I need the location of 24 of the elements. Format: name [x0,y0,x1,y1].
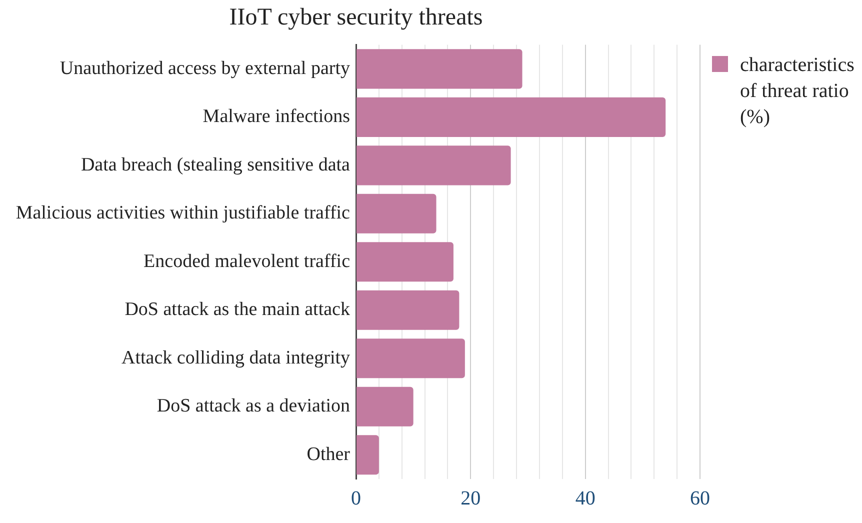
bar [356,49,522,89]
y-tick-label: Data breach (stealing sensitive data [80,154,351,176]
y-tick-label: DoS attack as the main attack [124,299,350,320]
x-tick-label: 0 [351,487,361,510]
bar [356,97,666,137]
bar [356,146,511,186]
y-tick-label: DoS attack as a deviation [156,396,350,417]
bar [356,338,465,378]
y-tick-label: Other [306,444,351,465]
bar [356,435,379,475]
y-tick-label: Attack colliding data integrity [122,347,350,368]
x-tick-label: 20 [460,487,481,510]
bar [356,290,460,330]
y-tick-label: Unauthorized access by external party [60,58,350,79]
chart-title: IIoT cyber security threats [229,4,483,31]
legend-label: characteristics of threat ratio (%) [740,53,856,130]
bar [356,242,454,282]
y-tick-label: Malware infections [202,106,350,128]
bar [356,386,414,426]
y-tick-label: Encoded malevolent traffic [144,250,350,272]
y-tick-label: Malicious activities within justifiable traffic [16,202,350,224]
x-tick-label: 60 [690,487,710,510]
bar [356,194,436,234]
x-tick-label: 40 [575,487,596,510]
